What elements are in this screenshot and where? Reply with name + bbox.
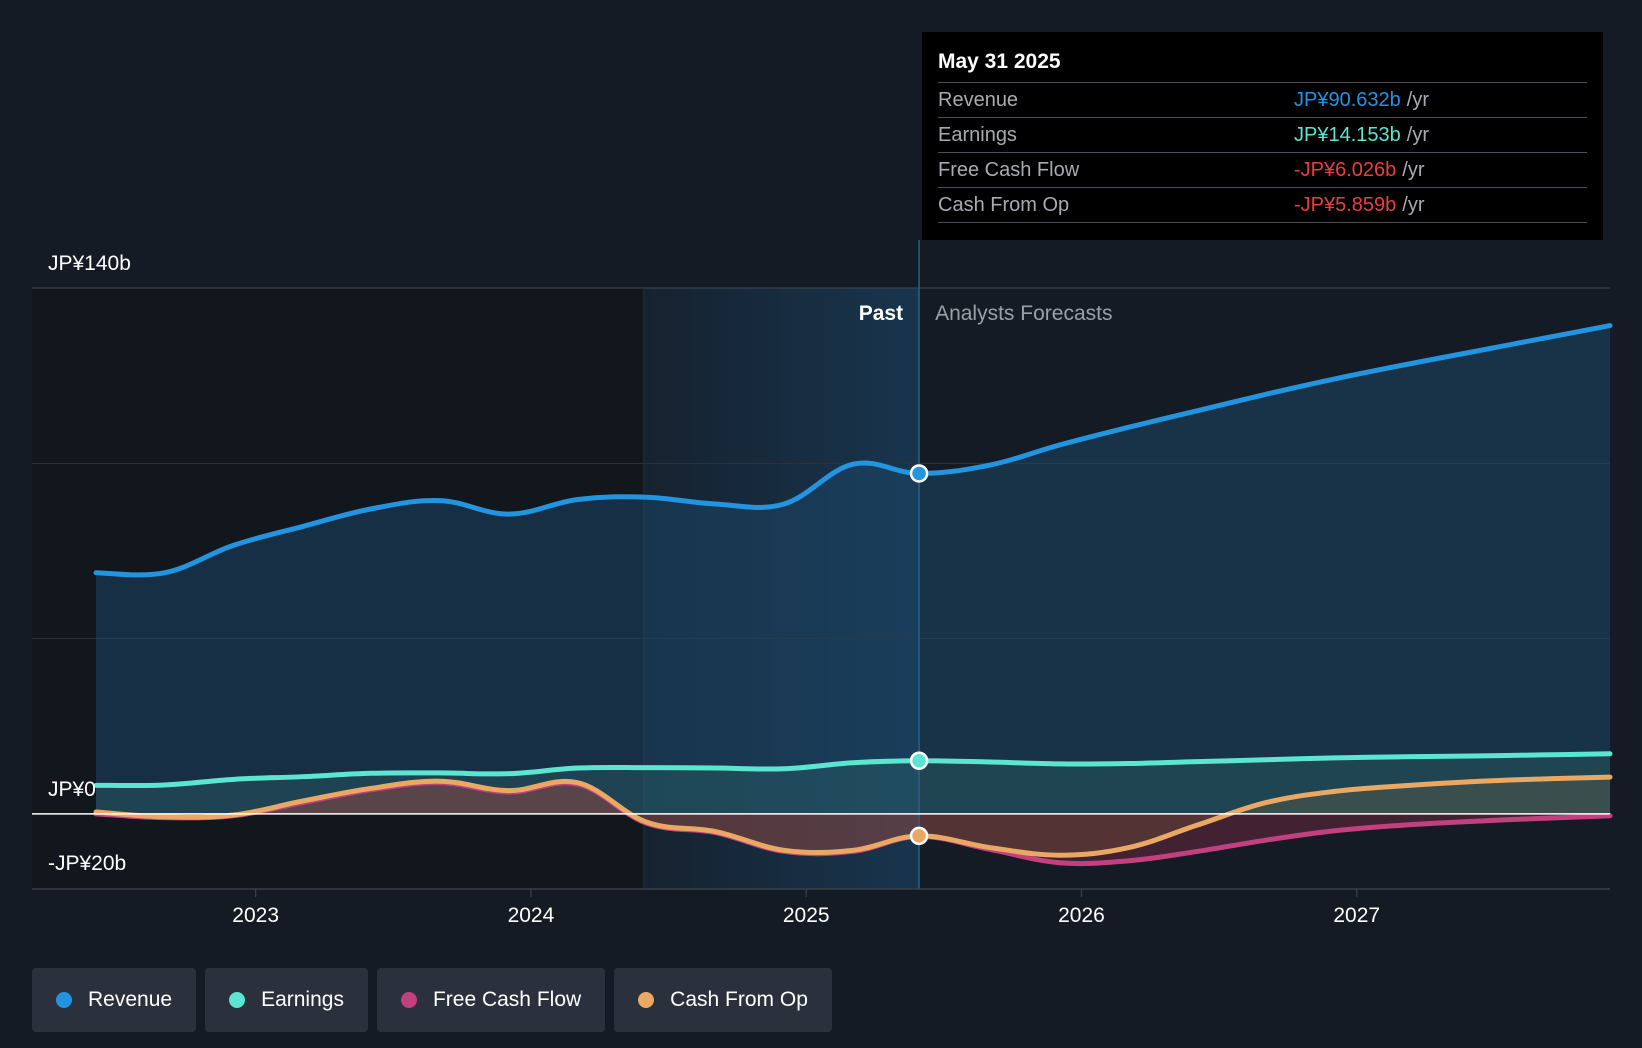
tooltip-label: Cash From Op: [938, 193, 1070, 216]
x-tick-label: 2024: [508, 904, 555, 927]
x-tick-label: 2023: [232, 904, 279, 927]
tooltip-unit: /yr: [1406, 123, 1429, 146]
legend-item-free-cash-flow[interactable]: Free Cash Flow: [376, 968, 606, 1032]
earnings-dot-icon: [229, 992, 246, 1008]
tooltip-row-free-cash-flow: Free Cash Flow -JP¥6.026b /yr: [938, 152, 1587, 187]
series-lines: [93, 323, 1613, 867]
revenue-marker: [909, 464, 929, 483]
earnings-line: [93, 751, 1613, 789]
tooltip-label: Revenue: [938, 88, 1019, 111]
legend-label: Revenue: [88, 988, 173, 1011]
revenue-line: [93, 323, 1613, 578]
x-tick-label: 2026: [1058, 904, 1105, 927]
x-axis: 2023 2024 2025 2026 2027: [32, 888, 1610, 927]
cash-from-op-area: [96, 777, 1610, 856]
earnings-marker: [909, 751, 929, 770]
legend-label: Cash From Op: [670, 988, 808, 1011]
cash-from-op-dot-icon: [638, 992, 655, 1008]
cash-from-op-marker: [909, 826, 929, 846]
tooltip-date: May 31 2025: [938, 50, 1061, 73]
legend-label: Earnings: [261, 988, 344, 1011]
tooltip-row-cash-from-op: Cash From Op -JP¥5.859b /yr: [938, 187, 1587, 223]
series-areas: [96, 325, 1610, 864]
legend-item-revenue[interactable]: Revenue: [32, 968, 197, 1032]
tooltip-value: -JP¥5.859b: [1294, 193, 1397, 216]
past-region-label: Past: [859, 302, 903, 325]
tooltip-row-revenue: Revenue JP¥90.632b /yr: [938, 82, 1587, 117]
free-cash-flow-dot-icon: [400, 992, 417, 1008]
forecast-region-label: Analysts Forecasts: [935, 302, 1112, 325]
x-tick-label: 2027: [1333, 904, 1380, 927]
legend-item-earnings[interactable]: Earnings: [205, 968, 368, 1032]
legend-label: Free Cash Flow: [432, 988, 582, 1011]
tooltip-unit: /yr: [1406, 88, 1429, 111]
tooltip-row-earnings: Earnings JP¥14.153b /yr: [938, 117, 1587, 152]
y-tick-label-bottom: -JP¥20b: [48, 852, 127, 875]
y-tick-label-top: JP¥140b: [48, 252, 131, 275]
x-tick-label: 2025: [783, 904, 830, 927]
earnings-area: [96, 753, 1610, 814]
tooltip-label: Earnings: [938, 123, 1017, 146]
tooltip-value: JP¥90.632b: [1294, 88, 1401, 111]
revenue-dot-icon: [56, 992, 72, 1008]
revenue-area: [96, 325, 1610, 814]
highlight-markers: [909, 464, 929, 846]
legend: Revenue Earnings Free Cash Flow Cash Fro…: [32, 968, 832, 1032]
tooltip-label: Free Cash Flow: [938, 158, 1080, 181]
tooltip-unit: /yr: [1402, 193, 1425, 216]
legend-item-cash-from-op[interactable]: Cash From Op: [614, 968, 832, 1032]
y-tick-label-zero: JP¥0: [48, 778, 96, 801]
data-tooltip: May 31 2025 Revenue JP¥90.632b /yr Earni…: [922, 32, 1603, 240]
cash-from-op-line: [93, 774, 1613, 858]
tooltip-unit: /yr: [1402, 158, 1425, 181]
tooltip-value: JP¥14.153b: [1294, 123, 1401, 146]
tooltip-value: -JP¥6.026b: [1294, 158, 1397, 181]
